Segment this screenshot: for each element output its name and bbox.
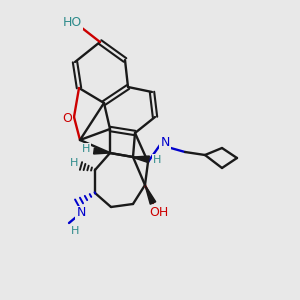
Text: OH: OH: [149, 206, 169, 218]
Polygon shape: [94, 148, 110, 154]
Text: N: N: [160, 136, 170, 148]
Text: H: H: [70, 158, 78, 168]
Text: O: O: [62, 112, 72, 125]
Text: H: H: [71, 226, 79, 236]
Polygon shape: [133, 156, 149, 162]
Polygon shape: [145, 185, 156, 204]
Text: HO: HO: [62, 16, 82, 28]
Text: H: H: [153, 155, 161, 165]
Text: H: H: [82, 144, 90, 154]
Text: N: N: [76, 206, 86, 220]
